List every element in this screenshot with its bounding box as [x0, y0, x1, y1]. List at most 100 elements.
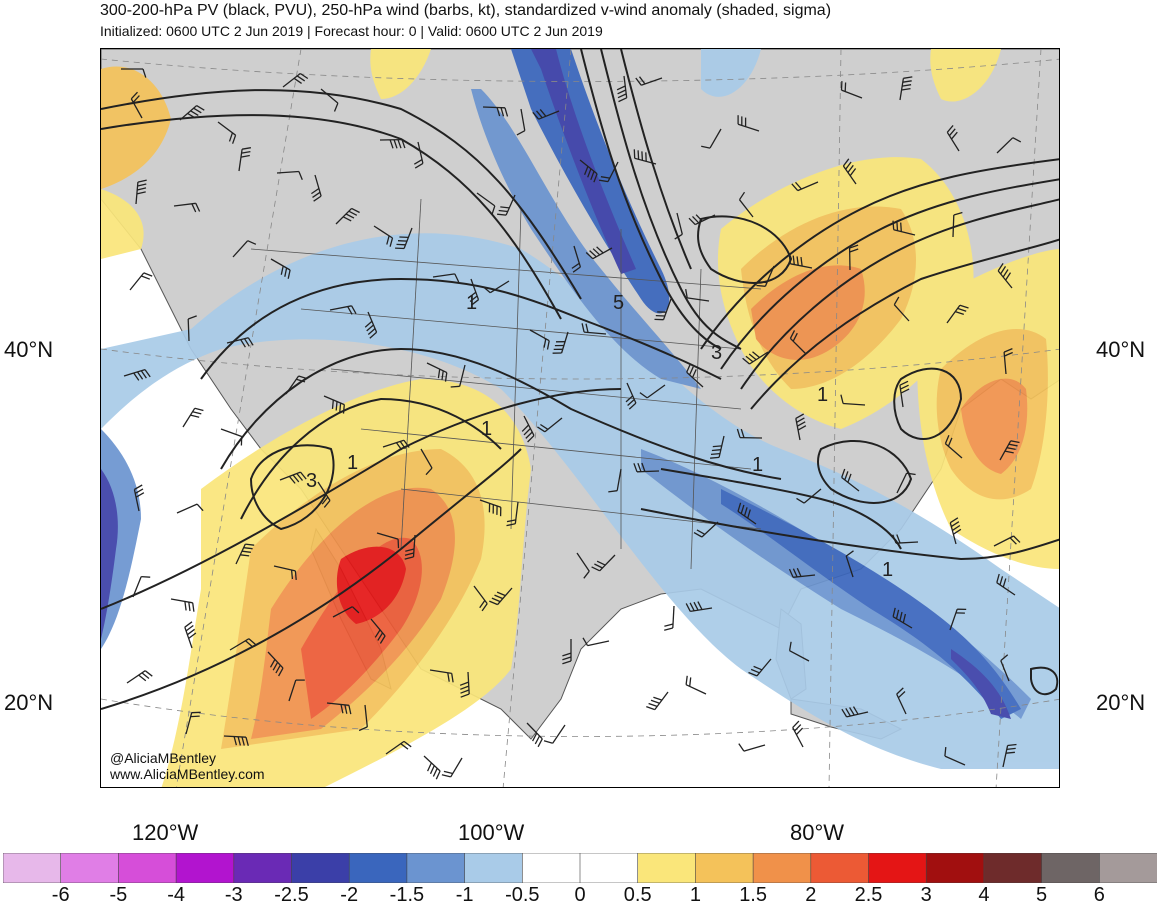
wind-barb	[459, 671, 470, 698]
wind-barb	[748, 658, 772, 677]
wind-barb	[944, 747, 966, 766]
wind-barb	[892, 534, 919, 544]
wind-barb	[537, 417, 563, 433]
wind-barb	[335, 207, 360, 225]
colorbar-tick-label: 0.5	[623, 884, 652, 906]
colorbar-tick-label: 1	[689, 884, 701, 906]
colorbar-swatch	[579, 853, 639, 883]
wind-barb	[429, 669, 454, 683]
wind-barb	[521, 415, 535, 443]
credit-website: www.AliciaMBentley.com	[110, 766, 265, 782]
wind-barb	[285, 375, 308, 395]
wind-barb	[232, 240, 257, 258]
colorbar-tick-label: 0	[574, 884, 586, 906]
political-borders	[250, 198, 762, 570]
wind-barb	[176, 503, 204, 514]
wind-barb	[664, 605, 675, 631]
wind-barb	[685, 288, 710, 302]
wind-barb	[473, 585, 488, 612]
colorbar	[3, 853, 1157, 883]
wind-barb	[532, 108, 560, 120]
colorbar-swatch	[810, 853, 870, 883]
wind-barb	[993, 535, 1021, 547]
wind-barb	[633, 149, 657, 165]
wind-barb	[946, 124, 960, 152]
colorbar-tick-label: 3	[920, 884, 932, 906]
wind-barb	[646, 691, 669, 711]
wind-barb	[608, 468, 622, 493]
wind-barb	[379, 138, 406, 149]
wind-barb	[899, 380, 910, 408]
wind-barb	[476, 192, 496, 215]
wind-barb	[710, 435, 725, 459]
wind-barb	[482, 106, 509, 117]
wind-barb	[842, 158, 857, 185]
wind-barb	[791, 181, 819, 192]
wind-barb	[317, 481, 331, 508]
colorbar-swatch	[695, 853, 754, 883]
wind-barb	[329, 305, 357, 315]
wind-barb	[123, 368, 151, 381]
wind-barb	[841, 706, 869, 718]
wind-barb	[685, 601, 713, 613]
contour-label: 1	[481, 418, 492, 440]
wind-barb	[841, 468, 860, 492]
colorbar-swatch	[406, 853, 466, 883]
lat-label-40n-right: 40°N	[1096, 337, 1146, 362]
lon-label-100w: 100°W	[458, 820, 525, 845]
wind-barb	[840, 394, 866, 406]
colorbar-tick-label: -2	[340, 884, 359, 906]
wind-barb	[582, 637, 610, 647]
wind-barb	[276, 170, 303, 181]
wind-barb	[788, 641, 810, 662]
wind-barb	[223, 735, 249, 746]
colorbar-tick-label: -4	[167, 884, 185, 906]
lat-label-20n-right: 20°N	[1096, 690, 1146, 715]
wind-barb	[949, 517, 962, 545]
wind-barb	[497, 194, 516, 216]
colorbar-tick-label: 5	[1036, 884, 1048, 906]
contour-label: 1	[752, 454, 763, 476]
wind-barb	[506, 501, 519, 527]
wind-barb	[526, 722, 543, 748]
wind-barb	[899, 76, 913, 101]
wind-barb	[654, 298, 672, 321]
colorbar-swatch	[348, 853, 408, 883]
colorbar-tick-label: -0.5	[505, 884, 540, 906]
wind-barb	[220, 428, 243, 446]
colorbar-swatch	[1099, 853, 1157, 883]
wind-barb	[184, 621, 197, 649]
wind-barb	[385, 740, 412, 755]
colorbar-swatch	[118, 853, 177, 883]
wind-barb	[792, 720, 804, 748]
colorbar-swatch	[868, 853, 928, 883]
wind-barb	[187, 315, 197, 342]
colorbar-swatch	[60, 853, 120, 883]
wind-barb	[579, 159, 598, 183]
wind-barb	[996, 573, 1016, 596]
colorbar-tick-label: -3	[224, 884, 243, 906]
wind-barb	[598, 161, 619, 183]
contour-label: 5	[613, 292, 624, 314]
colorbar-swatch	[983, 853, 1043, 883]
wind-barb	[639, 384, 666, 399]
wind-barb	[267, 651, 284, 677]
wind-barb	[479, 499, 502, 517]
wind-barb	[686, 363, 704, 388]
wind-barb	[685, 675, 707, 695]
wind-barb	[892, 220, 916, 236]
wind-barb	[130, 91, 143, 119]
colorbar-tick-label: -5	[109, 884, 128, 906]
wind-barb	[635, 76, 663, 86]
wind-barb	[229, 638, 257, 651]
lon-label-120w: 120°W	[132, 820, 199, 845]
wind-barb	[674, 212, 683, 240]
wind-barb	[126, 670, 153, 684]
wind-barb	[1003, 348, 1013, 375]
colorbar-tick-label: 4	[978, 884, 990, 906]
wind-barb	[441, 757, 463, 778]
wind-barb	[693, 521, 719, 538]
wind-barb	[182, 407, 204, 428]
wind-barb	[788, 254, 813, 269]
wind-barb	[282, 72, 309, 88]
